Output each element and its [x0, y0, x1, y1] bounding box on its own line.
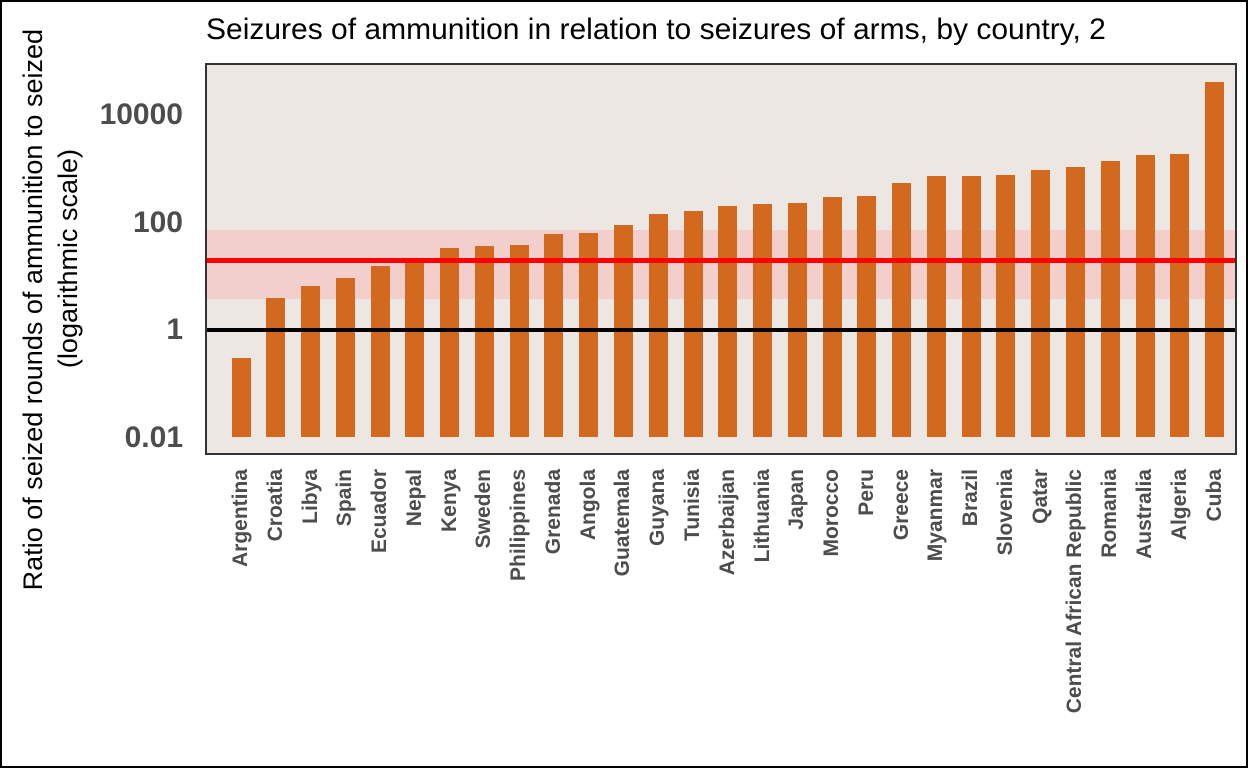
bar-angola	[579, 232, 599, 438]
x-tick-label: Morocco	[820, 469, 844, 557]
bar-spain	[335, 277, 355, 438]
x-tick-label: Algeria	[1167, 469, 1191, 541]
bar-nepal	[405, 262, 425, 438]
bar-lithuania	[753, 204, 773, 438]
x-tick-label: Qatar	[1028, 469, 1052, 524]
parity-line	[207, 328, 1235, 332]
x-tick-label: Libya	[298, 469, 322, 524]
bar-japan	[787, 202, 807, 438]
bar-kenya	[440, 247, 460, 438]
x-tick-label: Croatia	[263, 469, 287, 542]
x-tick-label: Sweden	[472, 469, 496, 549]
x-tick-label: Romania	[1098, 469, 1122, 558]
x-tick-label: Peru	[854, 469, 878, 516]
x-tick-label: Slovenia	[993, 469, 1017, 556]
x-tick-label: Guyana	[646, 469, 670, 547]
bar-grenada	[544, 233, 564, 438]
x-tick-label: Australia	[1133, 469, 1157, 559]
y-tick-label: 100	[132, 205, 183, 239]
x-tick-label: Angola	[576, 469, 600, 541]
x-tick-label: Azerbaijan	[715, 469, 739, 576]
x-tick-label: Central African Republic	[1063, 469, 1087, 714]
x-tick-label: Philippines	[507, 469, 531, 582]
bar-azerbaijan	[718, 205, 738, 438]
bar-ecuador	[370, 266, 390, 438]
bar-greece	[892, 183, 912, 438]
bar-qatar	[1031, 169, 1051, 438]
bar-brazil	[961, 175, 981, 438]
y-tick-label: 1	[166, 313, 183, 346]
bar-argentina	[231, 358, 251, 438]
bar-croatia	[266, 297, 286, 438]
x-tick-label: Brazil	[959, 469, 983, 527]
x-tick-label: Spain	[333, 469, 357, 527]
x-tick-label: Guatemala	[611, 469, 635, 577]
average-ratio-line	[207, 257, 1235, 263]
x-tick-label: Nepal	[402, 469, 426, 527]
x-tick-label: Kenya	[437, 469, 461, 533]
bar-algeria	[1170, 154, 1190, 438]
x-tick-label: Myanmar	[924, 469, 948, 562]
bar-slovenia	[996, 175, 1016, 438]
y-axis-label-line1: Ratio of seized rounds of ammunition to …	[18, 28, 48, 590]
x-tick-label: Ecuador	[368, 469, 392, 554]
x-tick-label: Lithuania	[750, 469, 774, 563]
y-tick-label: 0.01	[124, 420, 183, 454]
x-tick-label: Cuba	[1202, 469, 1226, 522]
bar-australia	[1135, 155, 1155, 438]
x-tick-label: Grenada	[541, 469, 565, 555]
x-tick-label: Japan	[785, 469, 809, 530]
x-tick-label: Greece	[889, 469, 913, 541]
bar-sweden	[474, 246, 494, 438]
bar-myanmar	[926, 176, 946, 438]
chart-title: Seizures of ammunition in relation to se…	[206, 13, 1106, 46]
x-tick-label: Tunisia	[681, 469, 704, 541]
bar-peru	[857, 196, 877, 438]
bar-morocco	[822, 197, 842, 438]
y-tick-label: 10000	[99, 98, 183, 131]
bar-romania	[1100, 160, 1120, 438]
bar-central-african-republic	[1065, 167, 1085, 438]
bar-libya	[301, 285, 321, 438]
y-axis-label-line2: (logarithmic scale)	[53, 148, 83, 368]
x-tick-label: Argentina	[229, 469, 252, 568]
plot-panel	[205, 63, 1237, 455]
bar-tunisia	[683, 210, 703, 438]
bar-guyana	[648, 213, 668, 438]
bar-philippines	[509, 245, 529, 438]
